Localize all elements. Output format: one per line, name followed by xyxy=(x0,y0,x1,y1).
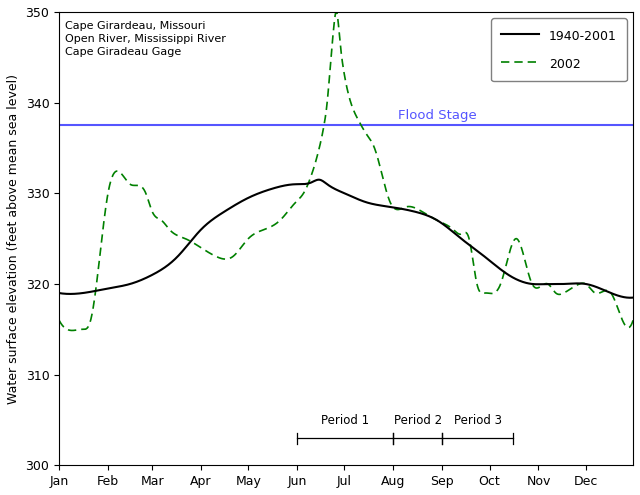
Y-axis label: Water surface elevation (feet above mean sea level): Water surface elevation (feet above mean… xyxy=(7,74,20,403)
Text: Period 2: Period 2 xyxy=(394,414,442,427)
Text: Period 1: Period 1 xyxy=(321,414,369,427)
Text: Flood Stage: Flood Stage xyxy=(398,109,477,122)
Legend: 1940-2001, 2002: 1940-2001, 2002 xyxy=(492,18,627,81)
Text: Period 3: Period 3 xyxy=(454,414,502,427)
Text: Cape Girardeau, Missouri
Open River, Mississippi River
Cape Giradeau Gage: Cape Girardeau, Missouri Open River, Mis… xyxy=(65,21,227,57)
